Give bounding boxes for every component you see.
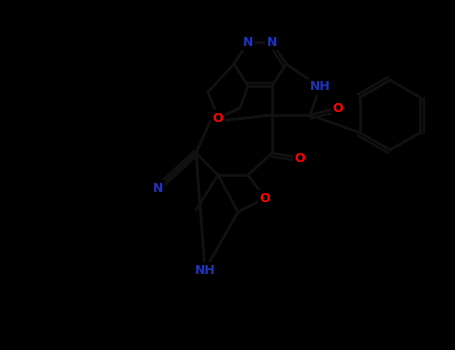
Text: N: N [267, 35, 277, 49]
Text: N: N [243, 35, 253, 49]
Text: O: O [212, 112, 223, 125]
Text: NH: NH [195, 264, 215, 276]
Text: O: O [333, 102, 344, 114]
Text: O: O [260, 191, 270, 204]
Text: NH: NH [309, 80, 330, 93]
Text: N: N [153, 182, 163, 195]
Text: O: O [295, 152, 305, 164]
